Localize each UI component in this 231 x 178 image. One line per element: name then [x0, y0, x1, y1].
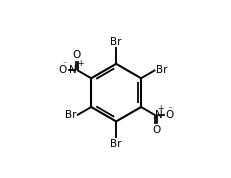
- Text: +: +: [77, 59, 83, 68]
- Text: Br: Br: [64, 110, 76, 120]
- Text: Br: Br: [155, 65, 167, 75]
- Text: O: O: [151, 125, 160, 135]
- Text: Br: Br: [110, 37, 121, 47]
- Text: N: N: [69, 65, 77, 75]
- Text: O: O: [58, 65, 67, 75]
- Text: O: O: [165, 110, 173, 120]
- Text: +: +: [157, 104, 163, 113]
- Text: ⁻: ⁻: [167, 105, 171, 114]
- Text: Br: Br: [110, 138, 121, 149]
- Text: N: N: [155, 110, 162, 120]
- Text: O: O: [73, 50, 81, 60]
- Text: ⁻: ⁻: [62, 59, 66, 68]
